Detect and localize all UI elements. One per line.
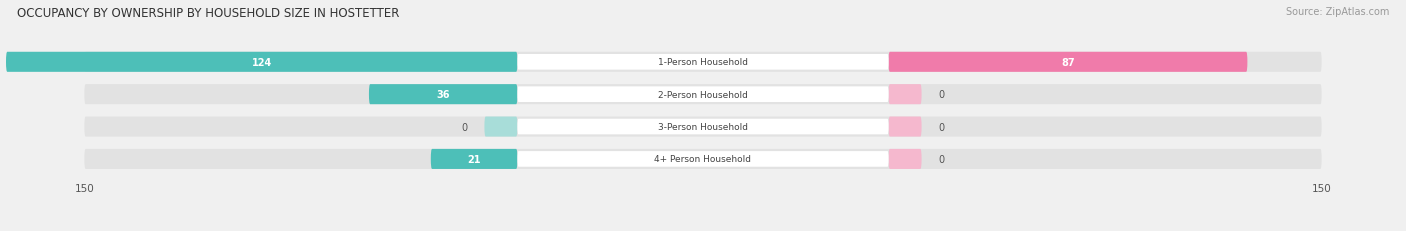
Text: 87: 87 (1062, 58, 1074, 67)
FancyBboxPatch shape (84, 52, 1322, 73)
Text: 36: 36 (436, 90, 450, 100)
FancyBboxPatch shape (517, 152, 889, 167)
Text: OCCUPANCY BY OWNERSHIP BY HOUSEHOLD SIZE IN HOSTETTER: OCCUPANCY BY OWNERSHIP BY HOUSEHOLD SIZE… (17, 7, 399, 20)
Text: 1-Person Household: 1-Person Household (658, 58, 748, 67)
FancyBboxPatch shape (889, 149, 921, 169)
FancyBboxPatch shape (430, 149, 517, 169)
Text: 0: 0 (461, 122, 468, 132)
FancyBboxPatch shape (485, 117, 517, 137)
Text: 0: 0 (938, 154, 945, 164)
FancyBboxPatch shape (6, 52, 517, 73)
FancyBboxPatch shape (517, 87, 889, 103)
FancyBboxPatch shape (84, 85, 1322, 105)
Text: 0: 0 (938, 122, 945, 132)
FancyBboxPatch shape (517, 119, 889, 135)
Text: 124: 124 (252, 58, 271, 67)
Text: 3-Person Household: 3-Person Household (658, 122, 748, 131)
Text: 2-Person Household: 2-Person Household (658, 90, 748, 99)
FancyBboxPatch shape (84, 117, 1322, 137)
Text: 4+ Person Household: 4+ Person Household (655, 155, 751, 164)
Text: 0: 0 (938, 90, 945, 100)
Text: Source: ZipAtlas.com: Source: ZipAtlas.com (1285, 7, 1389, 17)
FancyBboxPatch shape (517, 55, 889, 70)
FancyBboxPatch shape (889, 52, 1247, 73)
FancyBboxPatch shape (84, 149, 1322, 169)
FancyBboxPatch shape (889, 117, 921, 137)
FancyBboxPatch shape (368, 85, 517, 105)
Text: 21: 21 (467, 154, 481, 164)
FancyBboxPatch shape (889, 85, 921, 105)
